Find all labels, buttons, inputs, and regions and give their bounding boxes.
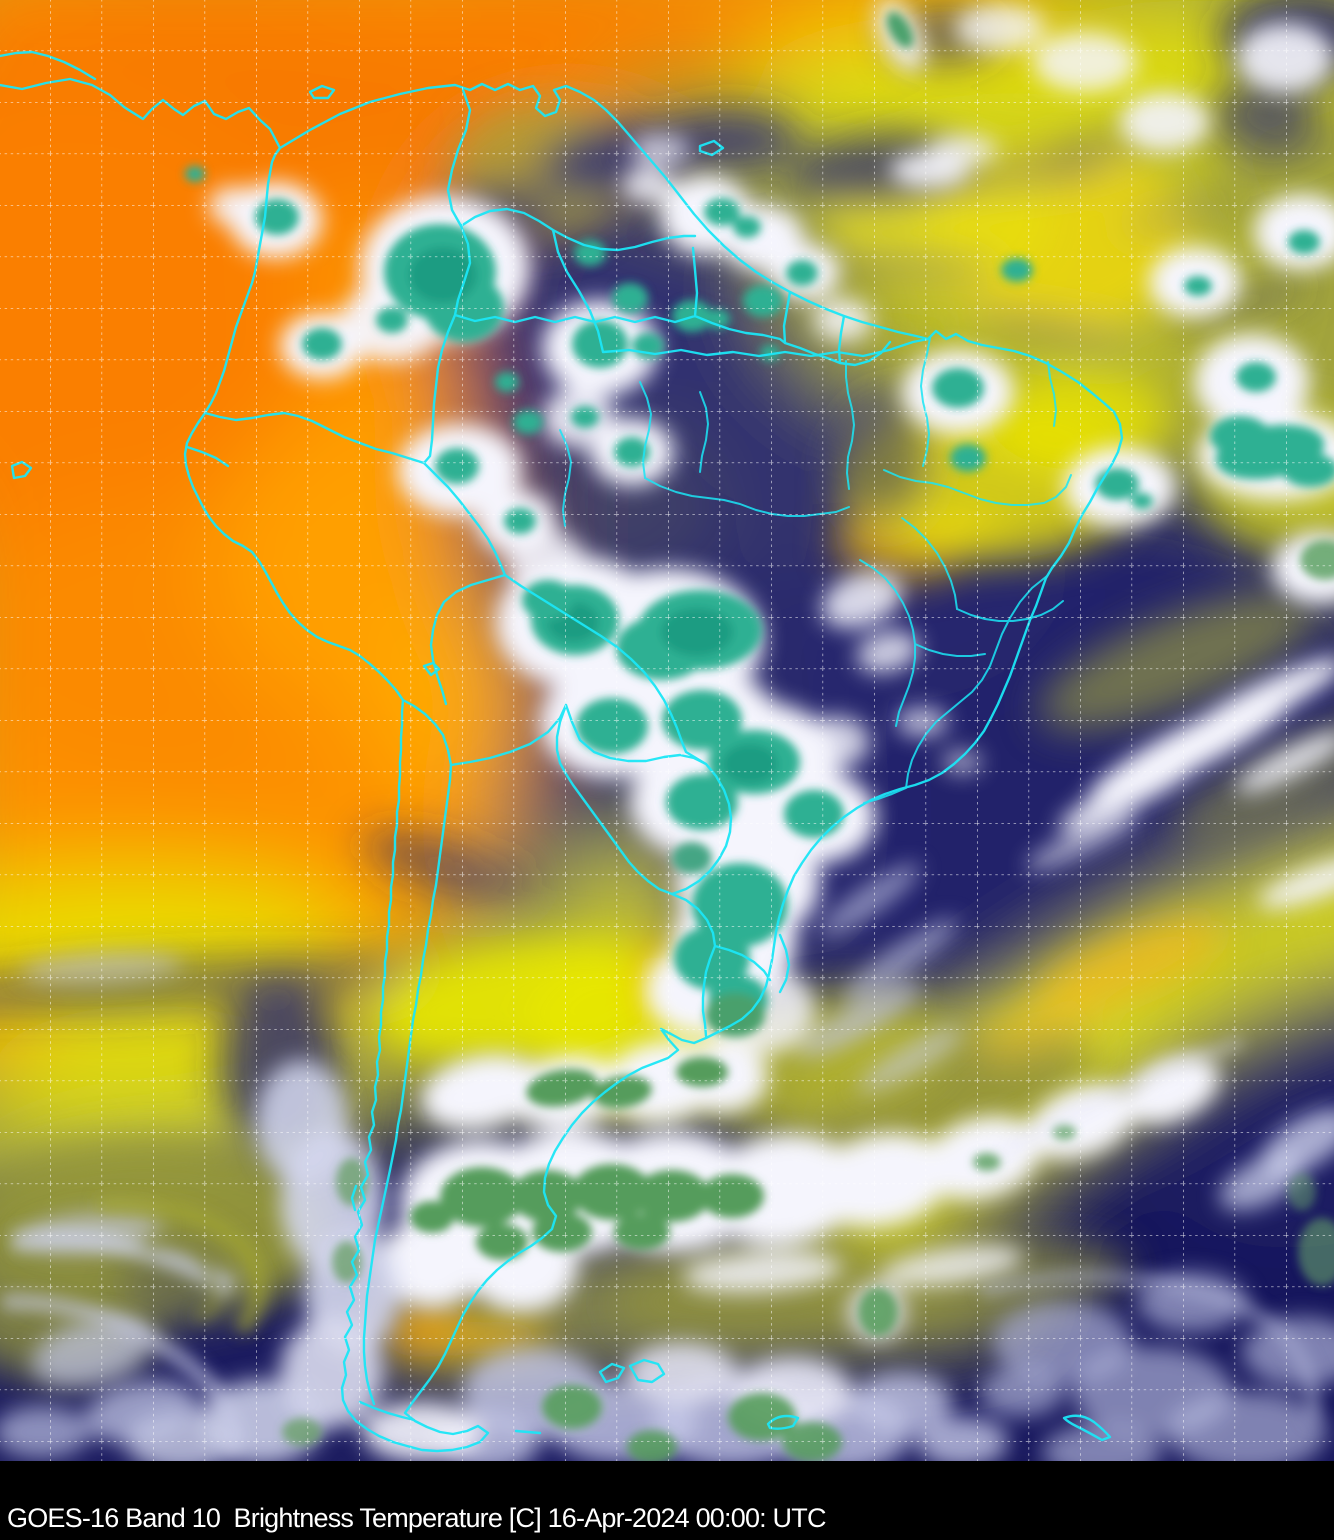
satellite-image — [0, 0, 1334, 1461]
caption-bar: GOES-16 Band 10 Brightness Temperature [… — [0, 1461, 1334, 1540]
latlon-grid — [0, 0, 1334, 1461]
satellite-image-area — [0, 0, 1334, 1461]
caption-text: GOES-16 Band 10 Brightness Temperature [… — [7, 1503, 826, 1534]
